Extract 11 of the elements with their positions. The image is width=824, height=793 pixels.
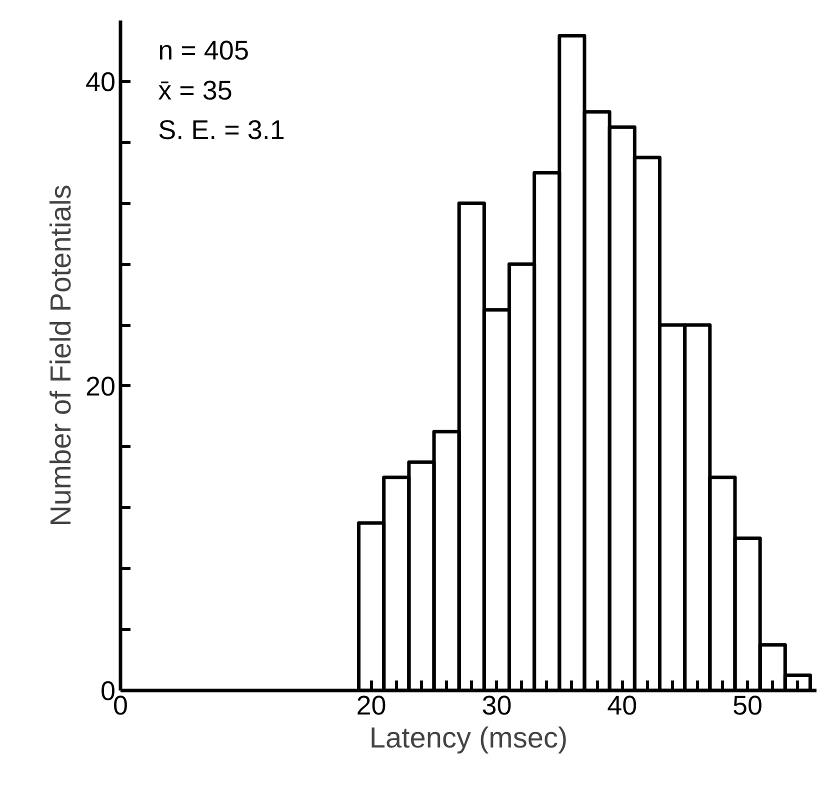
y-tick-label: 40 [85,66,116,97]
x-tick-label: 30 [482,690,512,720]
x-axis-title: Latency (msec) [369,722,568,754]
annotation: S. E. = 3.1 [158,114,285,145]
annotation: x̄ = 35 [158,75,232,106]
x-tick-label: 40 [607,690,638,720]
y-axis-title: Number of Field Potentials [45,184,78,526]
annotation: n = 405 [158,36,249,66]
x-tick-label: 20 [356,690,386,720]
y-tick-label: 20 [85,371,116,402]
x-tick-label: 50 [732,690,763,720]
